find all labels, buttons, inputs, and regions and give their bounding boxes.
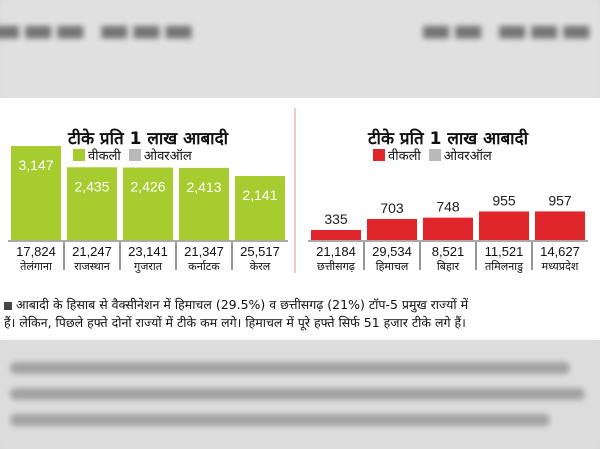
category-label: गुजरात (134, 260, 163, 273)
blurred-heading-right: ▬▬ ▬▬▬ (420, 10, 593, 50)
overall-value-label: 29,534 (372, 244, 412, 259)
legend-label-weekly: वीकली (88, 149, 121, 164)
legend-swatch-weekly (73, 149, 85, 161)
category-label: हिमाचल (376, 260, 409, 273)
legend-left: वीकली ओवरऑल (73, 146, 192, 164)
overall-value-label: 21,184 (316, 244, 356, 259)
overall-value-label: 17,824 (16, 244, 56, 259)
category-label: केरल (250, 260, 271, 273)
bar-value-label: 2,426 (130, 179, 165, 195)
bar-value-label: 3,147 (18, 157, 53, 173)
bar-weekly (67, 167, 117, 240)
legend-item-weekly: वीकली (73, 146, 121, 164)
category-label: बिहार (437, 260, 460, 273)
bar-weekly (123, 167, 173, 240)
legend-label-overall: ओवरऑल (143, 149, 192, 164)
blurred-text-line (10, 414, 550, 426)
blurred-text-line (10, 362, 570, 374)
legend-item-overall: ओवरऑल (428, 146, 492, 164)
bar-weekly (179, 167, 229, 240)
legend-label-weekly: वीकली (388, 149, 421, 164)
category-label: तमिलनाडु (485, 260, 523, 273)
bar-weekly (423, 217, 473, 240)
caption: आबादी के हिसाब से वैक्सीनेशन में हिमाचल … (4, 296, 596, 332)
bar-weekly (311, 229, 361, 240)
bar-value-label: 2,413 (186, 179, 221, 195)
legend-swatch-overall (128, 149, 141, 161)
overall-value-label: 21,347 (184, 244, 224, 259)
bar-weekly (535, 211, 585, 240)
overall-value-label: 8,521 (432, 244, 465, 259)
bar-value-label: 2,141 (242, 187, 277, 203)
legend-swatch-overall (428, 149, 441, 161)
bar-value-label: 748 (436, 199, 460, 215)
overall-value-label: 14,627 (540, 244, 580, 259)
category-label: कर्नाटक (188, 260, 220, 273)
legend-label-overall: ओवरऑल (443, 149, 492, 164)
bar-value-label: 703 (380, 200, 404, 216)
panel-divider (294, 108, 296, 273)
bullet-icon (4, 301, 12, 310)
overall-value-label: 23,141 (128, 244, 168, 259)
bar-weekly (479, 211, 529, 240)
overall-value-label: 25,517 (240, 244, 280, 259)
blurred-text-line (10, 388, 585, 400)
bar-value-label: 957 (548, 192, 572, 208)
blurred-heading-left: ▬▬▬ ▬▬▬ (0, 10, 195, 50)
bar-weekly (367, 219, 417, 240)
bar-weekly (235, 176, 285, 240)
bar-weekly (11, 146, 61, 240)
blurred-header-background: ▬▬▬ ▬▬▬ ▬▬ ▬▬▬ (0, 0, 600, 100)
caption-line-1: आबादी के हिसाब से वैक्सीनेशन में हिमाचल … (16, 297, 469, 312)
category-label: छत्तीसगढ़ (317, 260, 356, 273)
overall-value-label: 11,521 (485, 244, 524, 259)
legend-item-weekly: वीकली (373, 146, 421, 164)
legend-swatch-weekly (373, 149, 385, 161)
category-label: राजस्थान (74, 260, 110, 273)
blurred-body-background (0, 340, 600, 449)
category-label: मध्यप्रदेश (542, 260, 579, 273)
legend-right: वीकली ओवरऑल (373, 146, 492, 164)
chart-title-left: टीके प्रति 1 लाख आबादी (67, 129, 229, 149)
bar-value-label: 955 (492, 192, 516, 208)
bar-value-label: 335 (324, 211, 348, 227)
overall-value-label: 21,247 (72, 244, 112, 259)
chart-title-right: टीके प्रति 1 लाख आबादी (367, 129, 529, 149)
bar-value-label: 2,435 (74, 178, 109, 194)
legend-item-overall: ओवरऑल (128, 146, 192, 164)
caption-line-2: हैं। लेकिन, पिछले हफ्ते दोनों राज्यों मे… (4, 315, 466, 330)
category-label: तेलंगाना (20, 260, 52, 273)
